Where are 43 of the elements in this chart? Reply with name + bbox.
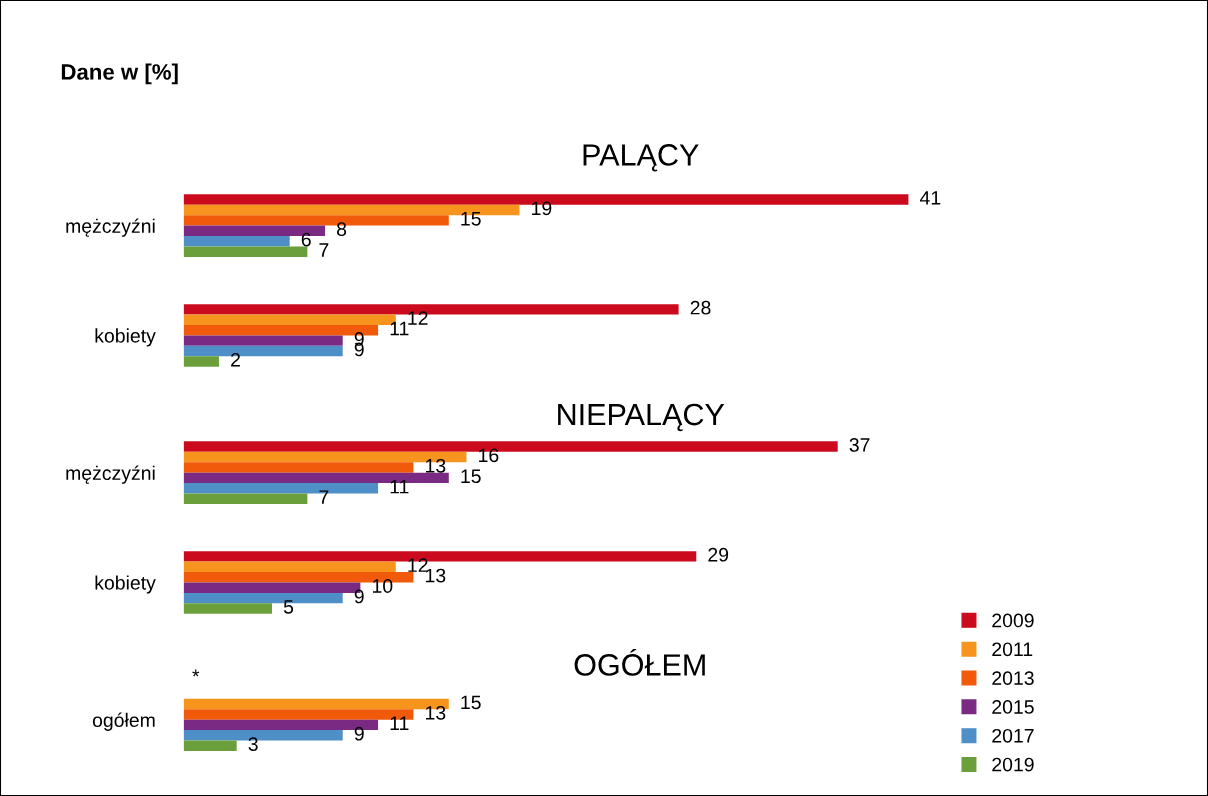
- chart-title: Dane w [%]: [61, 63, 178, 85]
- y-tick-label: kobiety: [95, 328, 156, 347]
- data-label: 15: [461, 469, 481, 484]
- legend-label: 2019: [992, 757, 1034, 772]
- data-label: 9: [354, 589, 364, 604]
- y-tick-label: ogółem: [92, 712, 155, 731]
- data-label: 13: [426, 705, 446, 720]
- data-label: 3: [248, 737, 258, 751]
- y-tick-label: kobiety: [95, 575, 156, 594]
- legend-label: 2013: [992, 671, 1034, 686]
- legend-label: 2017: [992, 728, 1034, 743]
- data-label: 11: [390, 479, 409, 494]
- data-label: 13: [426, 458, 446, 473]
- data-label: 5: [283, 600, 294, 614]
- data-label: 7: [319, 243, 329, 257]
- data-label: 8: [337, 222, 347, 237]
- y-tick-label: mężczyźni: [66, 218, 155, 237]
- data-label: 15: [461, 695, 481, 710]
- data-label: 2: [231, 352, 240, 367]
- data-label: 12: [408, 558, 428, 572]
- data-label: 28: [690, 300, 711, 315]
- data-label: 7: [319, 490, 329, 504]
- data-label: 37: [849, 438, 870, 452]
- data-label: 9: [354, 726, 364, 741]
- data-label: 29: [708, 547, 729, 562]
- data-label: 19: [532, 201, 552, 216]
- data-label: 13: [426, 568, 446, 583]
- data-label: 6: [301, 232, 311, 247]
- data-label: 41: [919, 191, 941, 205]
- y-tick-label: mężczyźni: [66, 465, 155, 484]
- data-label: 11: [390, 321, 409, 336]
- data-label: 12: [408, 311, 428, 325]
- annotation: *: [192, 669, 200, 677]
- data-label: 15: [461, 212, 481, 226]
- annotation: OGÓŁEM: [574, 648, 705, 676]
- data-label: 10: [372, 579, 393, 593]
- data-label: 16: [479, 448, 499, 463]
- annotation: PALĄCY: [583, 144, 699, 172]
- legend-label: 2015: [992, 700, 1034, 714]
- annotation: NIEPALĄCY: [558, 403, 725, 432]
- data-label: 11: [390, 716, 409, 730]
- legend-label: 2011: [992, 642, 1033, 657]
- legend-label: 2009: [992, 613, 1034, 628]
